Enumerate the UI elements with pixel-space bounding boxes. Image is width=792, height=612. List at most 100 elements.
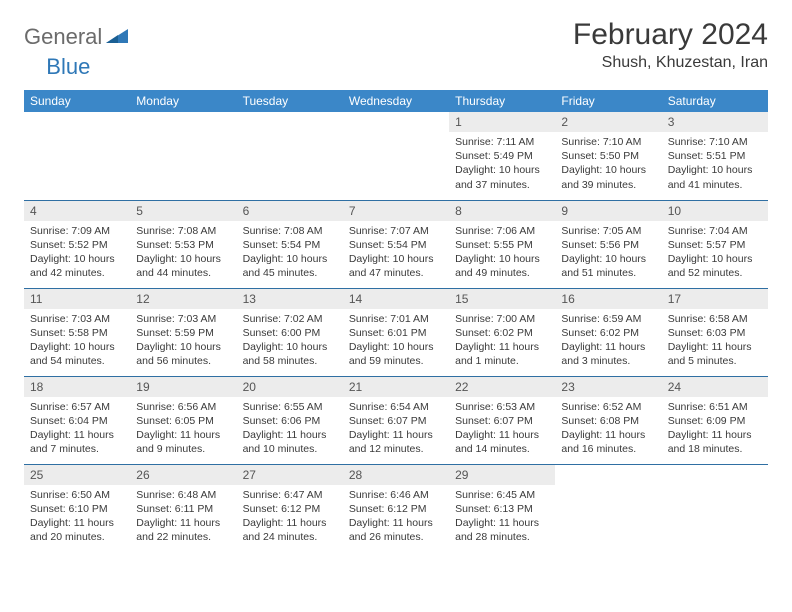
day-number: 18 [24,377,130,397]
calendar-day-cell: 23Sunrise: 6:52 AMSunset: 6:08 PMDayligh… [555,376,661,464]
calendar-day-cell: .. [343,112,449,200]
day-details: Sunrise: 6:45 AMSunset: 6:13 PMDaylight:… [449,485,555,551]
calendar-day-cell: 20Sunrise: 6:55 AMSunset: 6:06 PMDayligh… [237,376,343,464]
day-number: 23 [555,377,661,397]
weekday-header: Friday [555,90,661,112]
calendar-table: SundayMondayTuesdayWednesdayThursdayFrid… [24,90,768,552]
calendar-day-cell: 10Sunrise: 7:04 AMSunset: 5:57 PMDayligh… [662,200,768,288]
calendar-day-cell: 28Sunrise: 6:46 AMSunset: 6:12 PMDayligh… [343,464,449,552]
day-details: Sunrise: 7:04 AMSunset: 5:57 PMDaylight:… [662,221,768,287]
calendar-day-cell: 19Sunrise: 6:56 AMSunset: 6:05 PMDayligh… [130,376,236,464]
calendar-day-cell: .. [555,464,661,552]
brand-logo: General [24,18,134,50]
day-details: Sunrise: 6:55 AMSunset: 6:06 PMDaylight:… [237,397,343,463]
day-number: 25 [24,465,130,485]
calendar-day-cell: 11Sunrise: 7:03 AMSunset: 5:58 PMDayligh… [24,288,130,376]
day-number: 21 [343,377,449,397]
day-number: 15 [449,289,555,309]
title-block: February 2024 Shush, Khuzestan, Iran [573,18,768,72]
day-number: 12 [130,289,236,309]
day-number: 4 [24,201,130,221]
day-number: 1 [449,112,555,132]
calendar-day-cell: 17Sunrise: 6:58 AMSunset: 6:03 PMDayligh… [662,288,768,376]
calendar-day-cell: 2Sunrise: 7:10 AMSunset: 5:50 PMDaylight… [555,112,661,200]
day-number: 22 [449,377,555,397]
day-number: 28 [343,465,449,485]
month-title: February 2024 [573,18,768,52]
calendar-day-cell: 7Sunrise: 7:07 AMSunset: 5:54 PMDaylight… [343,200,449,288]
calendar-day-cell: .. [130,112,236,200]
day-number: 2 [555,112,661,132]
weekday-header: Wednesday [343,90,449,112]
day-details: Sunrise: 7:00 AMSunset: 6:02 PMDaylight:… [449,309,555,375]
calendar-day-cell: 14Sunrise: 7:01 AMSunset: 6:01 PMDayligh… [343,288,449,376]
day-details: Sunrise: 7:08 AMSunset: 5:54 PMDaylight:… [237,221,343,287]
calendar-day-cell: 3Sunrise: 7:10 AMSunset: 5:51 PMDaylight… [662,112,768,200]
day-details: Sunrise: 6:59 AMSunset: 6:02 PMDaylight:… [555,309,661,375]
day-number: 8 [449,201,555,221]
calendar-day-cell: 15Sunrise: 7:00 AMSunset: 6:02 PMDayligh… [449,288,555,376]
day-details: Sunrise: 6:47 AMSunset: 6:12 PMDaylight:… [237,485,343,551]
calendar-week-row: 11Sunrise: 7:03 AMSunset: 5:58 PMDayligh… [24,288,768,376]
day-details: Sunrise: 6:50 AMSunset: 6:10 PMDaylight:… [24,485,130,551]
weekday-header: Monday [130,90,236,112]
calendar-day-cell: 12Sunrise: 7:03 AMSunset: 5:59 PMDayligh… [130,288,236,376]
calendar-day-cell: 27Sunrise: 6:47 AMSunset: 6:12 PMDayligh… [237,464,343,552]
calendar-header-row: SundayMondayTuesdayWednesdayThursdayFrid… [24,90,768,112]
calendar-day-cell: 16Sunrise: 6:59 AMSunset: 6:02 PMDayligh… [555,288,661,376]
calendar-day-cell: 5Sunrise: 7:08 AMSunset: 5:53 PMDaylight… [130,200,236,288]
day-number: 9 [555,201,661,221]
day-details: Sunrise: 7:06 AMSunset: 5:55 PMDaylight:… [449,221,555,287]
calendar-day-cell: .. [24,112,130,200]
day-number: 24 [662,377,768,397]
day-number: 5 [130,201,236,221]
day-details: Sunrise: 6:53 AMSunset: 6:07 PMDaylight:… [449,397,555,463]
day-details: Sunrise: 7:02 AMSunset: 6:00 PMDaylight:… [237,309,343,375]
day-details: Sunrise: 6:58 AMSunset: 6:03 PMDaylight:… [662,309,768,375]
day-number: 14 [343,289,449,309]
day-number: 20 [237,377,343,397]
calendar-day-cell: 9Sunrise: 7:05 AMSunset: 5:56 PMDaylight… [555,200,661,288]
day-details: Sunrise: 6:51 AMSunset: 6:09 PMDaylight:… [662,397,768,463]
day-details: Sunrise: 6:46 AMSunset: 6:12 PMDaylight:… [343,485,449,551]
calendar-day-cell: 13Sunrise: 7:02 AMSunset: 6:00 PMDayligh… [237,288,343,376]
day-number: 7 [343,201,449,221]
day-number: 10 [662,201,768,221]
calendar-day-cell: 18Sunrise: 6:57 AMSunset: 6:04 PMDayligh… [24,376,130,464]
calendar-day-cell: .. [662,464,768,552]
weekday-header: Thursday [449,90,555,112]
calendar-day-cell: 6Sunrise: 7:08 AMSunset: 5:54 PMDaylight… [237,200,343,288]
day-number: 17 [662,289,768,309]
calendar-day-cell: 21Sunrise: 6:54 AMSunset: 6:07 PMDayligh… [343,376,449,464]
calendar-day-cell: 24Sunrise: 6:51 AMSunset: 6:09 PMDayligh… [662,376,768,464]
day-details: Sunrise: 6:52 AMSunset: 6:08 PMDaylight:… [555,397,661,463]
calendar-day-cell: 26Sunrise: 6:48 AMSunset: 6:11 PMDayligh… [130,464,236,552]
brand-text-blue: Blue [46,54,90,80]
calendar-day-cell: 8Sunrise: 7:06 AMSunset: 5:55 PMDaylight… [449,200,555,288]
weekday-header: Saturday [662,90,768,112]
day-details: Sunrise: 7:03 AMSunset: 5:58 PMDaylight:… [24,309,130,375]
calendar-day-cell: .. [237,112,343,200]
calendar-week-row: ........1Sunrise: 7:11 AMSunset: 5:49 PM… [24,112,768,200]
brand-mark-icon [106,26,132,49]
calendar-day-cell: 1Sunrise: 7:11 AMSunset: 5:49 PMDaylight… [449,112,555,200]
calendar-week-row: 18Sunrise: 6:57 AMSunset: 6:04 PMDayligh… [24,376,768,464]
day-details: Sunrise: 7:07 AMSunset: 5:54 PMDaylight:… [343,221,449,287]
calendar-week-row: 25Sunrise: 6:50 AMSunset: 6:10 PMDayligh… [24,464,768,552]
day-number: 11 [24,289,130,309]
day-details: Sunrise: 7:11 AMSunset: 5:49 PMDaylight:… [449,132,555,198]
brand-text-general: General [24,24,102,50]
location: Shush, Khuzestan, Iran [573,54,768,72]
day-details: Sunrise: 7:10 AMSunset: 5:50 PMDaylight:… [555,132,661,198]
day-details: Sunrise: 6:54 AMSunset: 6:07 PMDaylight:… [343,397,449,463]
calendar-day-cell: 29Sunrise: 6:45 AMSunset: 6:13 PMDayligh… [449,464,555,552]
day-number: 6 [237,201,343,221]
day-details: Sunrise: 7:08 AMSunset: 5:53 PMDaylight:… [130,221,236,287]
day-number: 26 [130,465,236,485]
calendar-day-cell: 25Sunrise: 6:50 AMSunset: 6:10 PMDayligh… [24,464,130,552]
day-details: Sunrise: 6:48 AMSunset: 6:11 PMDaylight:… [130,485,236,551]
day-details: Sunrise: 7:09 AMSunset: 5:52 PMDaylight:… [24,221,130,287]
calendar-week-row: 4Sunrise: 7:09 AMSunset: 5:52 PMDaylight… [24,200,768,288]
day-number: 3 [662,112,768,132]
day-number: 16 [555,289,661,309]
